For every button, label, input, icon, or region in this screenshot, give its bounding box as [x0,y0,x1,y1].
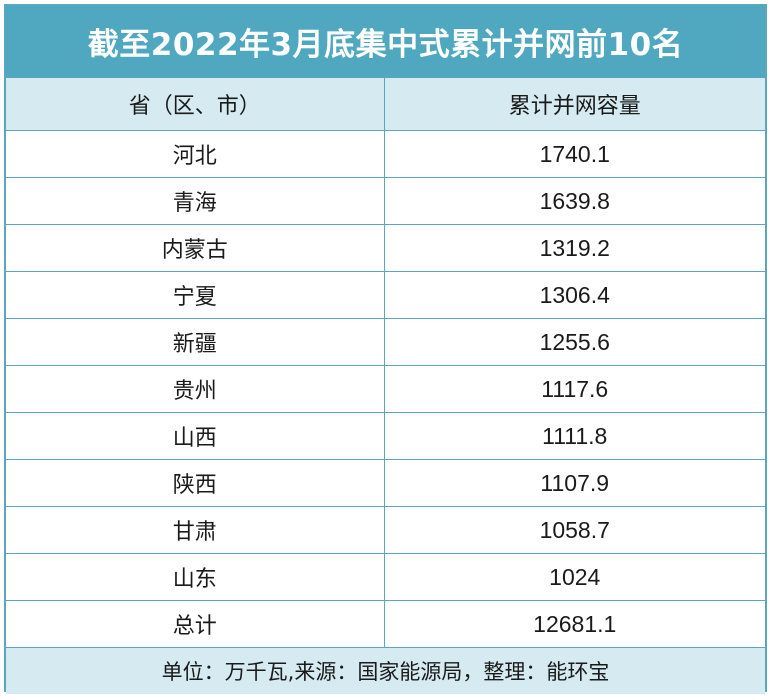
region-cell: 山东 [6,553,385,601]
table-card: 截至2022年3月底集中式累计并网前10名 省（区、市） 累计并网容量 河北 1… [4,4,767,694]
capacity-cell: 1024 [383,553,765,601]
region-cell: 陕西 [6,459,385,507]
table-row: 内蒙古 1319.2 [6,224,765,272]
capacity-cell: 1319.2 [383,224,765,272]
table-row: 青海 1639.8 [6,177,765,225]
capacity-cell: 1107.9 [383,459,765,507]
table-row: 山东 1024 [6,553,765,601]
source-note: 单位：万千瓦,来源：国家能源局，整理：能环宝 [6,647,765,694]
table-row: 甘肃 1058.7 [6,506,765,554]
region-cell: 宁夏 [6,271,385,319]
capacity-cell: 1058.7 [383,506,765,554]
region-cell: 山西 [6,412,385,460]
header-row: 省（区、市） 累计并网容量 [6,78,765,131]
table-row: 宁夏 1306.4 [6,271,765,319]
total-value: 12681.1 [383,600,765,648]
table-row: 河北 1740.1 [6,130,765,178]
source-note-row: 单位：万千瓦,来源：国家能源局，整理：能环宝 [6,647,765,694]
capacity-cell: 1111.8 [383,412,765,460]
region-cell: 贵州 [6,365,385,413]
region-cell: 河北 [6,130,385,178]
region-cell: 青海 [6,177,385,225]
table-row: 新疆 1255.6 [6,318,765,366]
capacity-column-header: 累计并网容量 [383,78,765,131]
total-row: 总计 12681.1 [6,600,765,648]
table-title: 截至2022年3月底集中式累计并网前10名 [6,6,765,78]
capacity-cell: 1639.8 [383,177,765,225]
region-cell: 内蒙古 [6,224,385,272]
region-column-header: 省（区、市） [6,78,385,131]
region-cell: 甘肃 [6,506,385,554]
table-row: 陕西 1107.9 [6,459,765,507]
table-row: 山西 1111.8 [6,412,765,460]
region-cell: 新疆 [6,318,385,366]
ranking-table: 省（区、市） 累计并网容量 河北 1740.1 青海 1639.8 内蒙古 13… [6,78,765,694]
total-label: 总计 [6,600,385,648]
capacity-cell: 1740.1 [383,130,765,178]
capacity-cell: 1255.6 [383,318,765,366]
capacity-cell: 1117.6 [383,365,765,413]
capacity-cell: 1306.4 [383,271,765,319]
table-row: 贵州 1117.6 [6,365,765,413]
